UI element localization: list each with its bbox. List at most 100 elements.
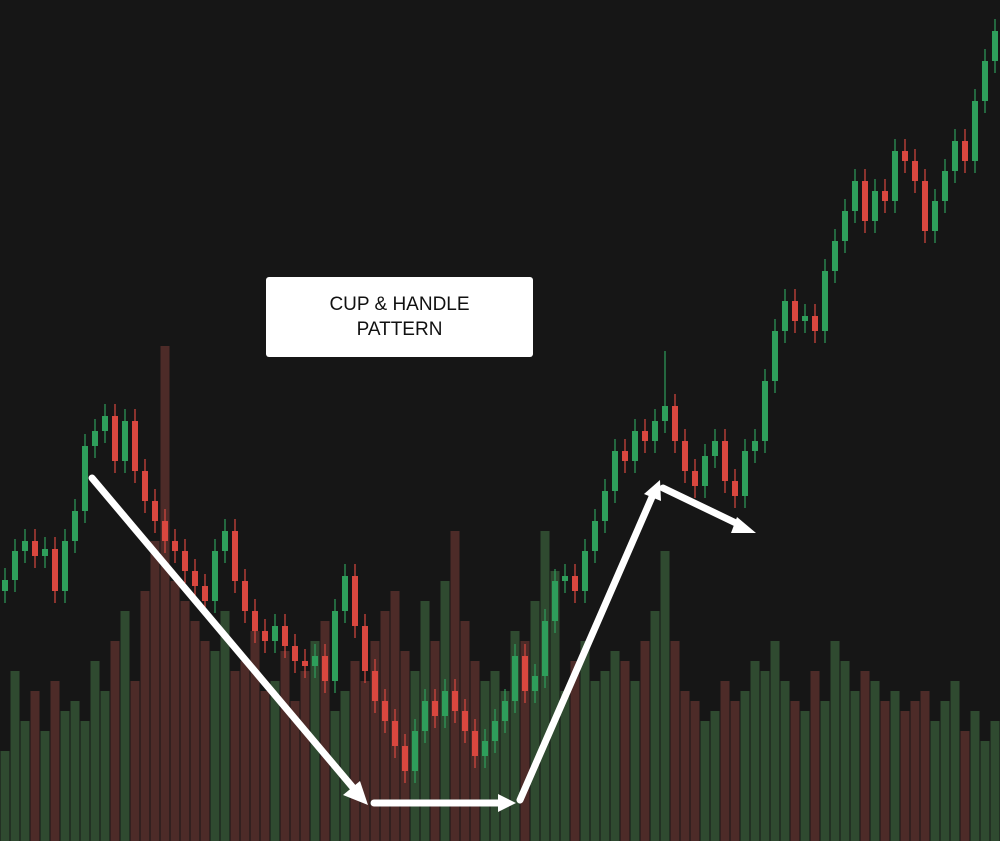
- candle-body: [842, 211, 848, 241]
- candle-body: [272, 626, 278, 641]
- candle-body: [52, 549, 58, 591]
- candle-body: [662, 406, 668, 421]
- arrowhead: [644, 480, 661, 501]
- volume-bar: [690, 701, 700, 841]
- volume-bar: [560, 691, 570, 841]
- candle-body: [282, 626, 288, 646]
- candle-body: [392, 721, 398, 746]
- candle-body: [382, 701, 388, 721]
- volume-bar: [900, 711, 910, 841]
- arrow: [516, 493, 656, 804]
- volume-bar: [0, 751, 10, 841]
- volume-bar: [620, 661, 630, 841]
- annotation: CUP & HANDLE PATTERN: [329, 294, 470, 340]
- candle-body: [882, 191, 888, 201]
- volume-bar: [10, 671, 20, 841]
- volume-bar: [940, 701, 950, 841]
- candle-body: [702, 456, 708, 486]
- candle-body: [612, 451, 618, 491]
- candle-body: [442, 691, 448, 716]
- candle-body: [252, 611, 258, 631]
- candle-body: [132, 421, 138, 471]
- candle-body: [792, 301, 798, 321]
- candle-body: [112, 416, 118, 461]
- volume-bar: [680, 691, 690, 841]
- volume-bar: [120, 611, 130, 841]
- candle-body: [12, 551, 18, 580]
- candle-body: [962, 141, 968, 161]
- candle-body: [622, 451, 628, 461]
- candle-body: [212, 551, 218, 601]
- candle-body: [852, 181, 858, 211]
- volume-bar: [850, 691, 860, 841]
- candle-body: [342, 576, 348, 611]
- candle-body: [692, 471, 698, 486]
- candle-body: [472, 731, 478, 756]
- volume-bar: [790, 701, 800, 841]
- volume-bar: [720, 681, 730, 841]
- arrows: [88, 474, 756, 812]
- volume-bar: [530, 601, 540, 841]
- volume-bar: [930, 721, 940, 841]
- volume-bar: [140, 591, 150, 841]
- volume-bar: [210, 651, 220, 841]
- candle-body: [32, 541, 38, 556]
- candle-body: [682, 441, 688, 471]
- volume-bar: [490, 671, 500, 841]
- candle-body: [452, 691, 458, 711]
- arrow: [88, 474, 359, 794]
- candle-body: [582, 551, 588, 591]
- volume-bar: [870, 681, 880, 841]
- candle-body: [172, 541, 178, 551]
- candle-body: [872, 191, 878, 221]
- volume-bar: [80, 721, 90, 841]
- candle-body: [72, 511, 78, 541]
- candle-body: [232, 531, 238, 581]
- volume-bar: [880, 701, 890, 841]
- volume-bar: [550, 571, 560, 841]
- volume-bar: [370, 641, 380, 841]
- candle-body: [802, 316, 808, 321]
- candle-body: [722, 441, 728, 481]
- candle-layer: [2, 19, 998, 783]
- volume-bar: [190, 621, 200, 841]
- candle-body: [532, 676, 538, 691]
- volume-bar: [20, 721, 30, 841]
- candle-body: [242, 581, 248, 611]
- volume-bar: [840, 661, 850, 841]
- volume-bar: [650, 611, 660, 841]
- candle-body: [952, 141, 958, 171]
- candle-body: [292, 646, 298, 661]
- candle-body: [812, 316, 818, 331]
- volume-bar: [630, 681, 640, 841]
- volume-bar: [910, 701, 920, 841]
- volume-bar: [220, 611, 230, 841]
- candle-body: [512, 656, 518, 701]
- candle-body: [162, 521, 168, 541]
- arrowhead: [498, 794, 516, 812]
- candle-body: [932, 201, 938, 231]
- candle-body: [892, 151, 898, 201]
- candle-body: [372, 671, 378, 701]
- candle-body: [152, 501, 158, 521]
- candle-body: [672, 406, 678, 441]
- candle-body: [912, 161, 918, 181]
- volume-bar: [810, 671, 820, 841]
- candle-body: [122, 421, 128, 461]
- volume-bar: [320, 621, 330, 841]
- candle-body: [542, 621, 548, 676]
- candle-body: [262, 631, 268, 641]
- candle-body: [522, 656, 528, 691]
- candle-body: [762, 381, 768, 441]
- volume-bar: [200, 641, 210, 841]
- candle-body: [972, 101, 978, 161]
- candle-body: [192, 571, 198, 586]
- volume-bar: [280, 651, 290, 841]
- volume-bar: [40, 731, 50, 841]
- volume-bar: [800, 711, 810, 841]
- candle-body: [92, 431, 98, 446]
- arrowhead: [731, 517, 756, 533]
- volume-bar: [580, 641, 590, 841]
